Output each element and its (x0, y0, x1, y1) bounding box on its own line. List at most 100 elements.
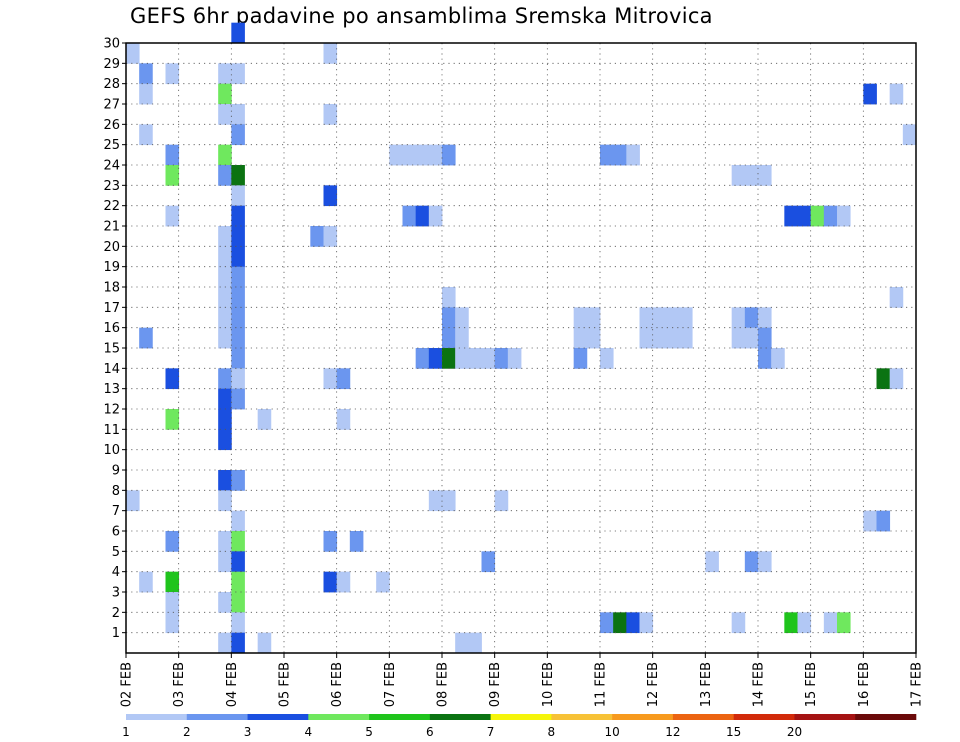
heatmap-cell (218, 531, 232, 552)
heatmap-cell (481, 348, 496, 369)
heatmap-cell (218, 246, 232, 268)
y-tick-label: 17 (103, 301, 120, 316)
x-tick-label: 07 FEB (383, 662, 398, 707)
colorbar-swatch (308, 714, 370, 720)
heatmap-cell (165, 165, 180, 186)
heatmap-cell (218, 470, 232, 491)
heatmap-cell (442, 348, 456, 369)
heatmap-cell (797, 205, 812, 227)
heatmap-cell (257, 632, 272, 654)
y-tick-label: 14 (103, 362, 120, 377)
heatmap-cell (639, 307, 654, 329)
y-tick-label: 3 (112, 586, 120, 601)
y-tick-label: 12 (103, 403, 120, 418)
heatmap-cell (139, 571, 153, 593)
colorbar-swatch (247, 714, 309, 720)
heatmap-cell (731, 612, 746, 634)
x-tick-label: 11 FEB (594, 662, 609, 707)
heatmap-cell (165, 409, 180, 430)
heatmap-cell (218, 83, 232, 105)
heatmap-cell (639, 327, 654, 349)
colorbar-swatch (672, 714, 734, 720)
heatmap-cell (442, 307, 456, 329)
heatmap-cell (784, 612, 798, 634)
heatmap-cell (731, 327, 746, 349)
heatmap-cell (165, 63, 180, 85)
y-tick-label: 26 (103, 118, 120, 133)
heatmap-cell (231, 327, 245, 349)
heatmap-cell (323, 104, 338, 125)
heatmap-cell (442, 490, 456, 512)
heatmap-cell (139, 63, 153, 85)
heatmap-cell (231, 226, 245, 247)
heatmap-cell (744, 165, 759, 186)
y-tick-label: 16 (103, 321, 120, 336)
heatmap-cell (139, 327, 153, 349)
heatmap-cell (165, 144, 180, 166)
heatmap-cell (231, 592, 245, 613)
heatmap-cell (494, 490, 509, 512)
heatmap-cell (876, 510, 891, 532)
heatmap-cell (165, 612, 180, 634)
heatmap-cell (310, 226, 324, 247)
x-tick-label: 02 FEB (120, 662, 135, 707)
x-tick-label: 04 FEB (225, 662, 240, 707)
colorbar-label: 15 (726, 725, 741, 739)
heatmap-cell (600, 144, 614, 166)
x-tick-label: 14 FEB (752, 662, 767, 707)
colorbar-swatch (733, 714, 795, 720)
heatmap-cell (126, 43, 140, 64)
y-tick-label: 9 (112, 464, 120, 479)
y-tick-label: 22 (103, 199, 120, 214)
heatmap-cell (415, 144, 430, 166)
heatmap-cell (784, 205, 798, 227)
heatmap-cell (468, 632, 482, 654)
heatmap-cell (218, 144, 232, 166)
y-tick-label: 6 (112, 525, 120, 540)
heatmap-cell (165, 592, 180, 613)
heatmap-cell (468, 348, 482, 369)
y-tick-label: 1 (112, 626, 120, 641)
heatmap-cell (823, 205, 838, 227)
heatmap-cell (231, 22, 245, 44)
heatmap-cell (810, 205, 825, 227)
x-tick-label: 08 FEB (436, 662, 451, 707)
x-tick-label: 17 FEB (910, 662, 925, 707)
heatmap-cell (889, 368, 904, 390)
heatmap-cell (889, 83, 904, 105)
colorbar-label: 7 (487, 725, 495, 739)
heatmap-cell (863, 510, 877, 532)
y-tick-label: 27 (103, 98, 120, 113)
x-axis: 02 FEB 03 FEB 04 FEB 05 FEB 06 FEB 07 FEB 08 F… (120, 653, 925, 707)
heatmap-cell (442, 327, 456, 349)
heatmap-cell (626, 612, 640, 634)
heatmap-cell (744, 551, 759, 573)
heatmap-cell (863, 83, 877, 105)
heatmap-cell (218, 592, 232, 613)
heatmap-cell (652, 327, 667, 349)
heatmap-cell (231, 63, 245, 85)
heatmap-cell (758, 165, 772, 186)
y-tick-label: 10 (103, 443, 120, 458)
heatmap-cell (402, 144, 417, 166)
heatmap-cell (218, 327, 232, 349)
heatmap-cell (218, 490, 232, 512)
colorbar-swatch (186, 714, 248, 720)
heatmap-cell (837, 612, 851, 634)
heatmap-cell (573, 327, 588, 349)
heatmap-cell (797, 612, 812, 634)
heatmap-cell (218, 307, 232, 329)
heatmap-cell (165, 368, 180, 390)
heatmap-cell (231, 612, 245, 634)
heatmap-cell (507, 348, 522, 369)
colorbar: 1 2 3 4 5 6 7 8 10 12 15 20 (122, 714, 917, 739)
heatmap-cell (231, 510, 245, 532)
heatmap-cell (231, 104, 245, 125)
y-tick-label: 25 (103, 138, 120, 153)
heatmap-cell (679, 327, 693, 349)
heatmap-cell (231, 165, 245, 186)
heatmap-cell (665, 327, 680, 349)
heatmap-cell (336, 571, 351, 593)
y-tick-label: 21 (103, 220, 120, 235)
heatmap-cell (402, 205, 417, 227)
